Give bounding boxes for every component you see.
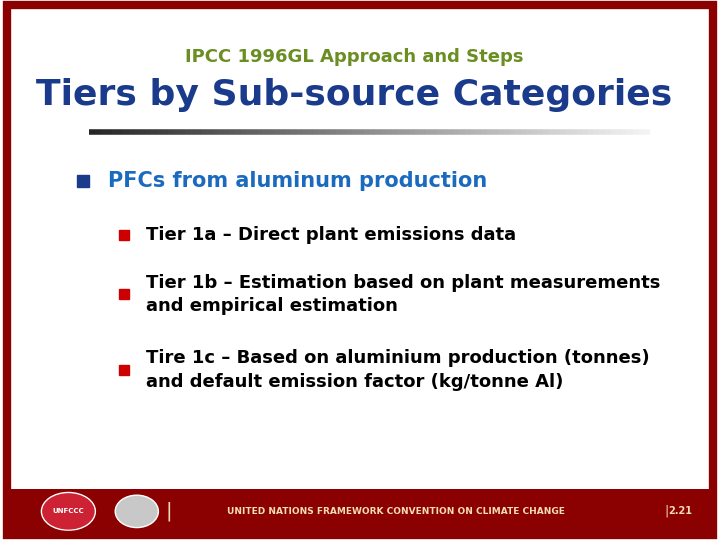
Text: Tiers by Sub-source Categories: Tiers by Sub-source Categories	[36, 78, 672, 111]
Text: IPCC 1996GL Approach and Steps: IPCC 1996GL Approach and Steps	[185, 48, 523, 66]
Text: Tier 1b – Estimation based on plant measurements
and empirical estimation: Tier 1b – Estimation based on plant meas…	[146, 273, 660, 315]
Text: |: |	[664, 505, 668, 518]
Text: UNITED NATIONS FRAMEWORK CONVENTION ON CLIMATE CHANGE: UNITED NATIONS FRAMEWORK CONVENTION ON C…	[227, 507, 565, 516]
Text: |: |	[166, 502, 173, 521]
Text: Tier 1a – Direct plant emissions data: Tier 1a – Direct plant emissions data	[146, 226, 516, 244]
Text: Tire 1c – Based on aluminium production (tonnes)
and default emission factor (kg: Tire 1c – Based on aluminium production …	[146, 349, 649, 391]
Text: PFCs from aluminum production: PFCs from aluminum production	[109, 171, 487, 191]
Text: 2.21: 2.21	[668, 507, 693, 516]
Text: UNFCCC: UNFCCC	[53, 508, 84, 515]
